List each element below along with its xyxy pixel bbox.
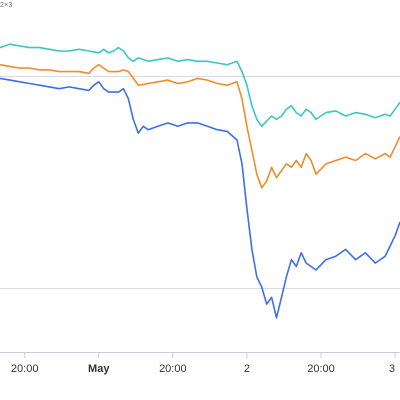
- series-line-1: [0, 43, 400, 128]
- series-layer: [0, 43, 400, 319]
- x-axis: 20:00 May 20:00 2 20:00 3: [0, 352, 400, 375]
- series-line-3: [0, 77, 400, 319]
- series-line-2: [0, 63, 400, 189]
- x-tick-label: 20:00: [307, 363, 335, 375]
- x-tick-label: 20:00: [159, 363, 187, 375]
- x-tick-label: May: [88, 363, 110, 375]
- x-tick-label: 20:00: [11, 363, 39, 375]
- grid-layer: [0, 76, 400, 289]
- x-tick-label: 3: [389, 363, 395, 375]
- x-tick-label: 2: [244, 363, 250, 375]
- corner-label: 2×3: [0, 2, 13, 9]
